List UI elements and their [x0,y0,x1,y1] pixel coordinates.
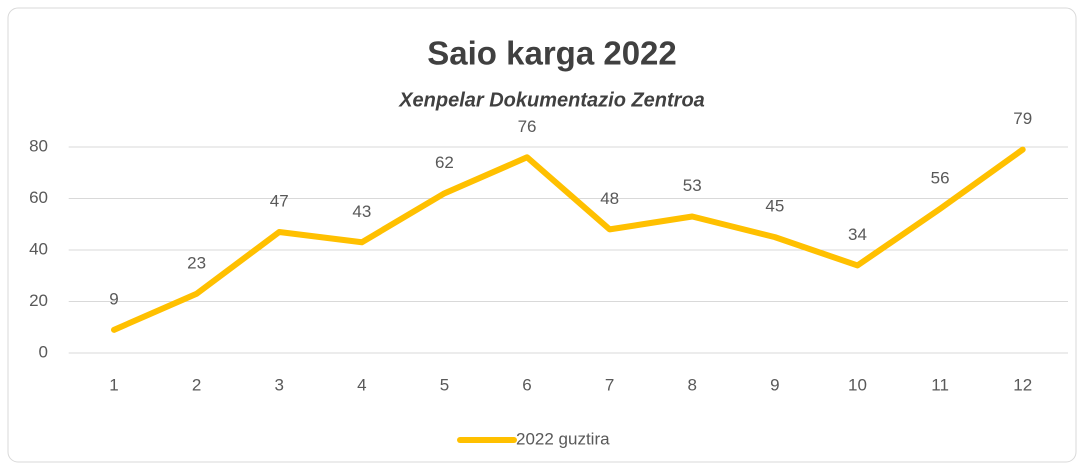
data-label: 47 [270,191,289,210]
x-tick-label: 3 [274,375,283,394]
data-label: 34 [848,225,867,244]
chart-border [7,7,1077,463]
x-tick-label: 9 [770,375,779,394]
x-tick-label: 12 [1013,375,1032,394]
x-tick-label: 4 [357,375,366,394]
y-tick-label: 60 [29,188,48,207]
data-label: 53 [683,176,702,195]
data-label: 48 [600,189,619,208]
y-tick-label: 80 [29,136,48,155]
x-tick-label: 11 [931,375,949,394]
x-tick-label: 1 [109,375,118,394]
data-label: 43 [352,202,371,221]
series-line [111,146,1026,333]
y-tick-label: 20 [29,291,48,310]
data-label: 56 [931,168,950,187]
data-label: 79 [1013,109,1032,128]
x-tick-label: 6 [522,375,531,394]
legend-label: 2022 guztira [516,429,610,448]
y-tick-label: 40 [29,239,48,258]
x-tick-label: 2 [192,375,201,394]
x-tick-label: 10 [848,375,867,394]
data-label: 9 [109,289,118,308]
chart-subtitle: Xenpelar Dokumentazio Zentroa [398,89,705,111]
chart-title: Saio karga 2022 [427,35,677,72]
x-tick-label: 5 [440,375,449,394]
y-tick-label: 0 [39,342,48,361]
data-label: 76 [518,117,537,136]
x-tick-label: 8 [688,375,697,394]
data-label: 45 [765,197,784,216]
data-label: 23 [187,253,206,272]
x-tick-label: 7 [605,375,614,394]
data-label: 62 [435,153,454,172]
